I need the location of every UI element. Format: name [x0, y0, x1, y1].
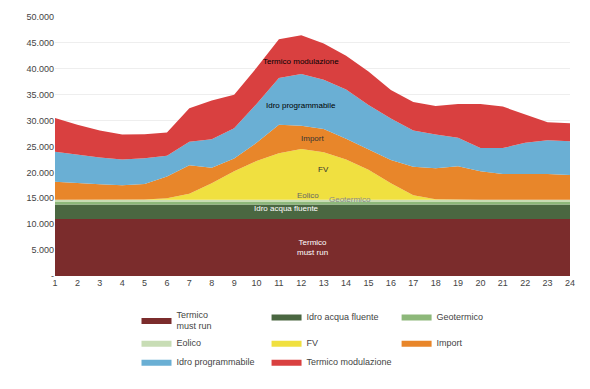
svg-text:2: 2 — [75, 278, 80, 288]
svg-text:-: - — [51, 271, 54, 281]
svg-text:17: 17 — [408, 278, 418, 288]
svg-text:9: 9 — [232, 278, 237, 288]
svg-text:40.000: 40.000 — [26, 64, 54, 74]
svg-text:4: 4 — [120, 278, 125, 288]
svg-text:15: 15 — [363, 278, 373, 288]
svg-text:45.000: 45.000 — [26, 38, 54, 48]
svg-text:Termico modulazione: Termico modulazione — [263, 57, 339, 66]
svg-text:Termicomust run: Termicomust run — [177, 310, 212, 332]
svg-text:Eolico: Eolico — [177, 338, 202, 348]
svg-text:12: 12 — [296, 278, 306, 288]
svg-text:Termicomust run: Termicomust run — [297, 238, 328, 257]
svg-text:FV: FV — [318, 165, 329, 174]
svg-text:21: 21 — [498, 278, 508, 288]
svg-text:20.000: 20.000 — [26, 168, 54, 178]
svg-text:1: 1 — [52, 278, 57, 288]
svg-text:Geotermico: Geotermico — [329, 195, 371, 204]
svg-text:Idro acqua fluente: Idro acqua fluente — [254, 204, 319, 213]
svg-text:13: 13 — [319, 278, 329, 288]
svg-text:14: 14 — [341, 278, 351, 288]
svg-text:23: 23 — [543, 278, 553, 288]
svg-text:10: 10 — [252, 278, 262, 288]
svg-text:Idro programmabile: Idro programmabile — [177, 357, 255, 367]
svg-text:15.000: 15.000 — [26, 193, 54, 203]
svg-text:22: 22 — [520, 278, 530, 288]
svg-text:35.000: 35.000 — [26, 90, 54, 100]
svg-text:5: 5 — [142, 278, 147, 288]
svg-text:7: 7 — [187, 278, 192, 288]
svg-text:Import: Import — [437, 338, 463, 348]
svg-text:Geotermico: Geotermico — [437, 312, 484, 322]
svg-text:8: 8 — [209, 278, 214, 288]
svg-text:3: 3 — [97, 278, 102, 288]
svg-text:50.000: 50.000 — [26, 12, 54, 22]
svg-text:16: 16 — [386, 278, 396, 288]
svg-text:5.000: 5.000 — [31, 245, 54, 255]
svg-text:FV: FV — [307, 338, 319, 348]
svg-text:Idro programmabile: Idro programmabile — [266, 101, 336, 110]
svg-text:19: 19 — [453, 278, 463, 288]
svg-text:24: 24 — [565, 278, 575, 288]
svg-text:Import: Import — [301, 134, 324, 143]
svg-text:Idro acqua fluente: Idro acqua fluente — [307, 312, 379, 322]
svg-text:6: 6 — [164, 278, 169, 288]
svg-text:Eolico: Eolico — [297, 191, 319, 200]
svg-text:11: 11 — [274, 278, 283, 288]
svg-text:10.000: 10.000 — [26, 219, 54, 229]
svg-text:18: 18 — [431, 278, 441, 288]
svg-text:30.000: 30.000 — [26, 116, 54, 126]
svg-text:20: 20 — [475, 278, 485, 288]
svg-text:25.000: 25.000 — [26, 142, 54, 152]
svg-text:Termico modulazione: Termico modulazione — [307, 357, 392, 367]
